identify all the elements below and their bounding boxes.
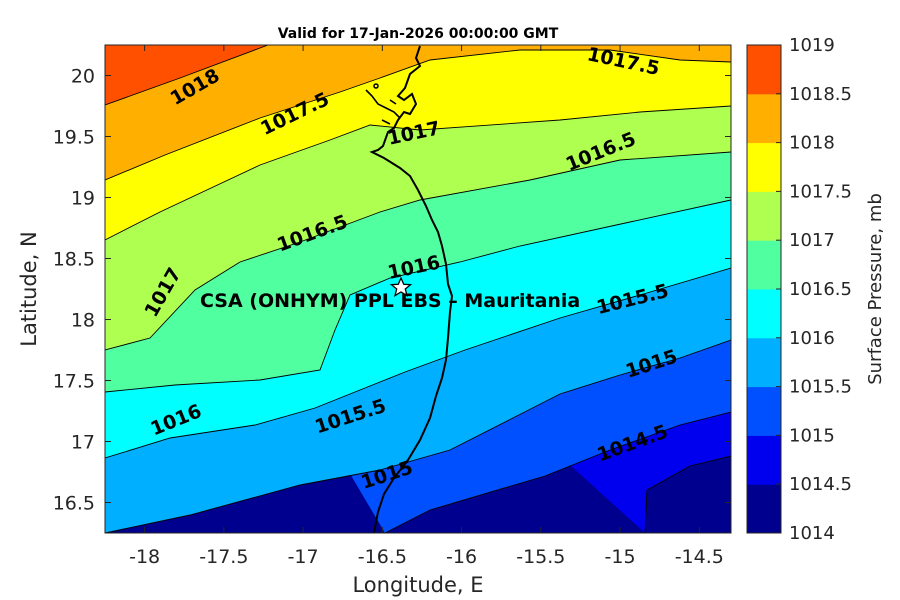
y-axis-ticks: 16.5 17 17.5 18 18.5 19 19.5 20 xyxy=(53,66,731,515)
contour-line-1018 xyxy=(105,45,269,106)
contour-lines xyxy=(105,45,731,533)
colorbar xyxy=(747,45,781,534)
contour-line-1015.5 xyxy=(105,267,731,459)
contour-line-1014.5 xyxy=(644,455,731,533)
contour-line-1014.5 xyxy=(384,411,731,533)
x-tick-label: -17 xyxy=(288,546,319,568)
colorbar-tick-label: 1016 xyxy=(789,328,835,349)
coastline xyxy=(369,45,454,533)
coastline-inlet xyxy=(365,89,401,125)
station-star-icon xyxy=(389,276,413,297)
plot-frame xyxy=(104,44,732,534)
colorbar-tick-label: 1015.5 xyxy=(789,377,852,398)
y-tick-label: 17 xyxy=(71,432,95,454)
colorbar-tick-label: 1014.5 xyxy=(789,474,852,495)
y-tick-label: 20 xyxy=(71,66,95,88)
x-tick-label: -16.5 xyxy=(358,546,407,568)
colorbar-swatch-1016 xyxy=(747,289,781,339)
colorbar-tick-label: 1019 xyxy=(789,35,835,56)
x-tick-label: -16 xyxy=(446,546,477,568)
y-tick-label: 16.5 xyxy=(53,493,95,515)
colorbar-swatch-1018 xyxy=(747,93,781,144)
colorbar-swatch-1014 xyxy=(747,484,781,534)
y-axis-label: Latitude, N xyxy=(17,231,41,347)
colorbar-tick-label: 1015 xyxy=(789,425,835,446)
colorbar-tick-label: 1014 xyxy=(789,523,835,544)
colorbar-tick-label: 1018.5 xyxy=(789,84,852,105)
colorbar-swatch-1018.5 xyxy=(747,45,781,95)
colorbar-label: Surface Pressure, mb xyxy=(865,193,886,385)
y-tick-label: 18.5 xyxy=(53,249,95,271)
contour-line-1016 xyxy=(105,199,731,393)
colorbar-swatch-1017.5 xyxy=(747,142,781,192)
station-marker: CSA (ONHYM) PPL EBS – Mauritania xyxy=(200,276,580,312)
colorbar-swatch-1015 xyxy=(747,386,781,436)
x-tick-label: -17.5 xyxy=(199,546,248,568)
x-tick-label: -15.5 xyxy=(516,546,565,568)
x-tick-label: -18 xyxy=(129,546,160,568)
colorbar-swatch-1014.5 xyxy=(747,435,781,485)
colorbar-tick-label: 1017.5 xyxy=(789,181,852,202)
colorbar-tick-label: 1017 xyxy=(789,230,835,251)
x-tick-label: -14.5 xyxy=(675,546,724,568)
station-label: CSA (ONHYM) PPL EBS – Mauritania xyxy=(200,290,580,312)
y-tick-label: 18 xyxy=(71,310,95,332)
y-tick-label: 17.5 xyxy=(53,371,95,393)
contour-line-1017.5 xyxy=(105,49,731,181)
island-dot xyxy=(373,83,379,89)
chart-title: Valid for 17-Jan-2026 00:00:00 GMT xyxy=(278,26,559,42)
contour-line-1015 xyxy=(105,339,731,533)
contour-line-1017 xyxy=(105,105,731,241)
contour-line-1016.5 xyxy=(105,151,731,351)
x-axis-label: Longitude, E xyxy=(352,573,483,597)
colorbar-ticks: 1014 1014.5 1015 1015.5 1016 1016.5 1017 1017.5… xyxy=(776,35,852,544)
colorbar-swatch-1017 xyxy=(747,191,781,241)
colorbar-swatch-1016.5 xyxy=(747,240,781,290)
y-tick-label: 19.5 xyxy=(53,127,95,149)
band-1018 xyxy=(105,45,731,180)
colorbar-tick-label: 1016.5 xyxy=(789,279,852,300)
x-tick-label: -15 xyxy=(605,546,636,568)
y-tick-label: 19 xyxy=(71,188,95,210)
plot-area: 10181017.51017.5101710171016.51016.51016… xyxy=(105,45,731,533)
colorbar-swatch-1015.5 xyxy=(747,337,781,388)
x-axis-ticks: -18 -17.5 -17 -16.5 -16 -15.5 -15 -14.5 xyxy=(129,45,724,568)
colorbar-tick-label: 1018 xyxy=(789,133,835,154)
